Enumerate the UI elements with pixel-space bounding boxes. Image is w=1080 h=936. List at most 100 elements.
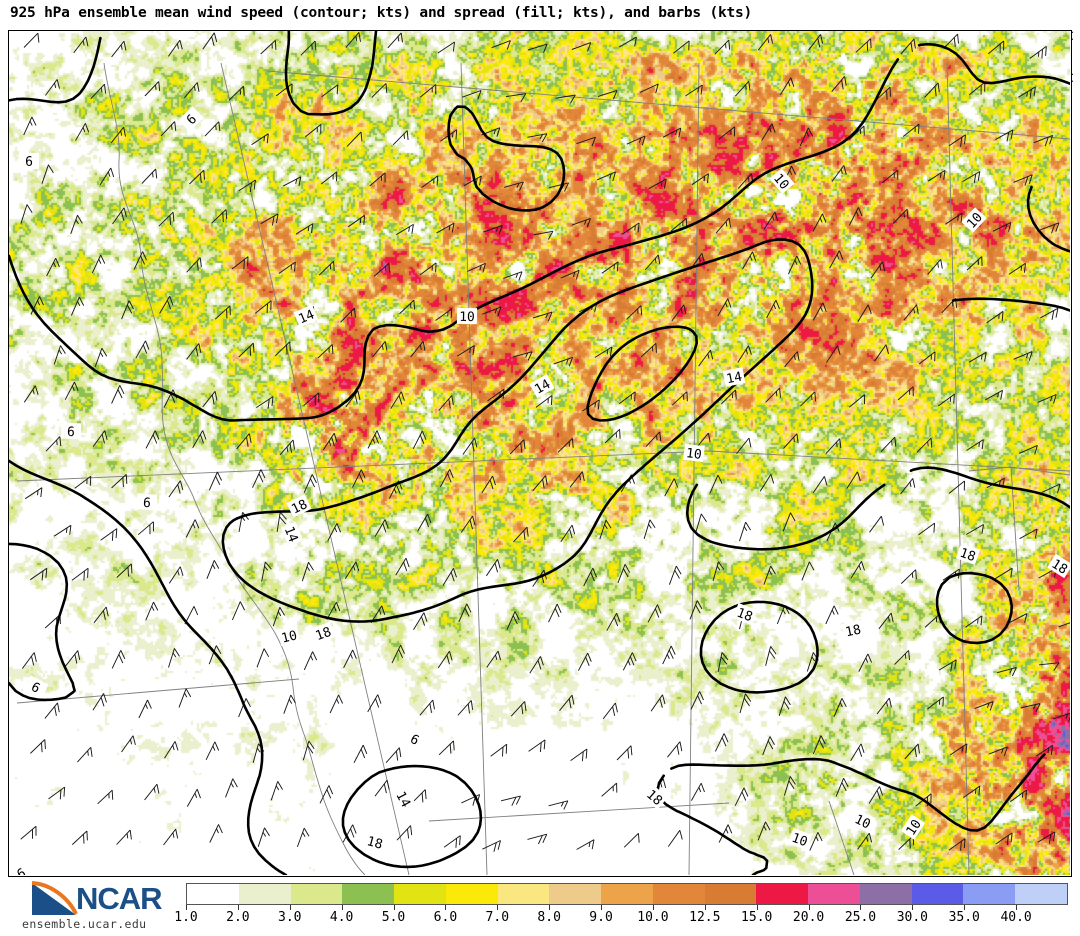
wind-barb	[618, 391, 636, 405]
wind-barb	[353, 744, 368, 764]
page-title: 925 hPa ensemble mean wind speed (contou…	[10, 5, 753, 21]
wind-barb	[443, 835, 461, 848]
wind-barb	[874, 344, 889, 362]
wind-barb	[1040, 307, 1059, 320]
wind-barb	[945, 212, 963, 225]
wind-barb	[395, 557, 410, 576]
wind-barb	[486, 650, 502, 668]
wind-barb	[510, 701, 527, 717]
wind-barb	[481, 475, 496, 494]
wind-barb	[205, 741, 220, 761]
contour-label: 6	[60, 422, 82, 440]
wind-barb	[371, 83, 388, 98]
wind-barb	[374, 519, 389, 538]
colorbar-tick	[652, 905, 654, 910]
wind-barb	[1040, 222, 1060, 234]
wind-barb	[417, 513, 432, 532]
wind-barb	[553, 356, 574, 367]
border-line	[460, 62, 488, 875]
wind-barb	[712, 561, 725, 582]
wind-barb	[718, 126, 736, 140]
wind-barb	[438, 740, 455, 756]
wind-barb	[420, 84, 437, 98]
wind-barb	[800, 391, 817, 407]
colorbar-tick-label: 15.0	[741, 910, 773, 925]
wind-barb	[690, 691, 704, 710]
ncar-logo[interactable]: NCAR ensemble.ucar.edu	[4, 881, 168, 931]
svg-text:10: 10	[770, 171, 792, 193]
wind-barb	[94, 347, 108, 368]
wind-barb	[158, 211, 175, 227]
wind-barb	[396, 825, 413, 841]
contour-label: 10	[683, 443, 705, 463]
wind-barb	[458, 603, 472, 623]
wind-barb	[924, 613, 941, 628]
wind-barb	[560, 269, 580, 280]
wind-barb	[812, 735, 826, 755]
wind-barb	[305, 124, 322, 138]
wind-barb	[30, 739, 46, 754]
svg-text:10: 10	[852, 812, 873, 832]
svg-text:18: 18	[734, 606, 754, 626]
wind-barb	[762, 736, 775, 756]
spread-colorbar[interactable]: 1.0 2.0 3.0 4.0 5.0 6.0 7.0 8.0 9.0 10.0 12.5 15.0 2…	[174, 883, 1068, 933]
wind-barb	[296, 827, 310, 848]
wind-barb	[327, 523, 342, 542]
contour-label: 6	[402, 727, 428, 751]
contour-label: 10	[900, 814, 926, 840]
svg-text:6: 6	[142, 496, 151, 512]
wind-barb	[48, 786, 66, 800]
wind-barb	[513, 526, 529, 543]
wind-barb	[256, 648, 270, 668]
wind-barb	[765, 387, 781, 403]
contour-label: 14	[293, 304, 319, 327]
wind-barb	[1008, 262, 1026, 275]
wind-barb	[717, 298, 732, 317]
wind-barb	[419, 699, 435, 716]
wind-barb	[91, 254, 106, 274]
wind-barb	[251, 133, 269, 146]
wind-barb	[535, 395, 553, 408]
contour-labels-layer: 6 6 6 6 6 6 6 10 10 10 10 10 10 10 10 14 14 14 14 14 18 18 18 1…	[9, 106, 1070, 875]
wind-barb	[186, 343, 202, 360]
wind-barb	[927, 258, 943, 275]
wind-barb	[1053, 712, 1070, 722]
wind-barb	[857, 304, 872, 323]
contour-label: 6	[23, 675, 49, 699]
wind-barb	[231, 601, 246, 621]
wind-barb	[1035, 745, 1053, 757]
colorbar-swatches[interactable]	[186, 883, 1068, 905]
wind-barb	[950, 743, 968, 756]
wind-barb	[986, 311, 1004, 324]
colorbar-tick-label: 2.0	[226, 910, 250, 925]
wind-barb	[53, 524, 72, 537]
wind-barb	[75, 123, 90, 141]
wind-barb	[965, 615, 983, 628]
wind-barb	[596, 171, 616, 182]
colorbar-tick-label: 8.0	[537, 910, 561, 925]
colorbar-tick	[756, 905, 758, 910]
contour-label: 14	[281, 521, 304, 547]
contour-line	[586, 325, 698, 422]
wind-barb	[557, 438, 574, 453]
wind-barb	[256, 396, 274, 409]
wind-barb	[374, 779, 390, 797]
wind-barb	[869, 515, 885, 533]
colorbar-tick	[1016, 905, 1018, 910]
wind-barb	[260, 40, 277, 55]
wind-barb	[601, 782, 618, 797]
colorbar-tick-labels: 1.0 2.0 3.0 4.0 5.0 6.0 7.0 8.0 9.0 10.0 12.5 15.0 2…	[174, 910, 1068, 930]
wind-barb	[695, 513, 707, 534]
wind-barb	[99, 167, 115, 186]
wind-barb	[437, 41, 455, 54]
wind-barb	[482, 306, 502, 317]
weather-map-panel[interactable]: 6 6 6 6 6 6 6 10 10 10 10 10 10 10 10 14 14 14 14 14 18 18 18 1…	[8, 30, 1072, 877]
wind-barb	[272, 607, 286, 627]
wind-barb	[274, 341, 291, 357]
border-line	[1010, 466, 1020, 592]
wind-barb	[343, 649, 357, 669]
contour-line	[951, 297, 1070, 312]
wind-barb	[346, 131, 363, 147]
wind-barb	[92, 430, 108, 447]
contour-line	[656, 774, 769, 875]
